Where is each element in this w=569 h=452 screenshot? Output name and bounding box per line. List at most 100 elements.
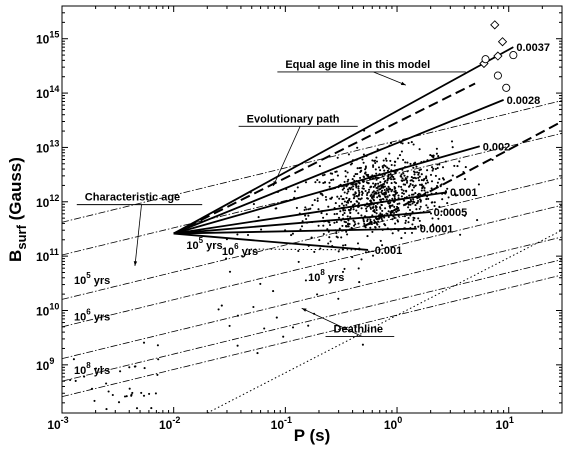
pulsar-point	[275, 316, 278, 319]
pulsar-point	[383, 223, 386, 226]
pulsar-point	[351, 178, 354, 181]
x-tick-label: 10-3	[47, 415, 68, 432]
msp-point	[94, 367, 98, 370]
pulsar-point	[372, 182, 375, 185]
characteristic-age-line	[62, 236, 562, 360]
pulsar-point	[334, 229, 337, 232]
pulsar-point	[360, 214, 363, 217]
pulsar-point	[370, 201, 373, 204]
pulsar-point	[365, 173, 368, 176]
pulsar-point	[403, 196, 407, 199]
pulsar-point	[343, 200, 346, 203]
pulsar-point	[404, 221, 407, 225]
pulsar-point	[361, 180, 364, 183]
pulsar-point	[391, 175, 394, 178]
pulsar-point	[410, 193, 414, 196]
pulsar-point	[305, 208, 308, 211]
pulsar-point	[351, 256, 354, 259]
pulsar-point	[402, 197, 405, 201]
evolutionary-path-label: 0.0028	[507, 95, 541, 107]
pulsar-point	[366, 218, 369, 221]
pulsar-point	[358, 281, 361, 284]
pulsar-point	[409, 183, 412, 186]
pulsar-point	[362, 185, 365, 188]
pulsar-point	[228, 270, 232, 273]
pulsar-point	[421, 187, 424, 190]
pulsar-point	[376, 202, 379, 205]
pulsar-point	[406, 175, 409, 178]
annotation-arrowhead	[273, 181, 277, 187]
pulsar-point	[355, 179, 358, 183]
pulsar-point	[375, 212, 378, 215]
pulsar-point	[342, 198, 345, 201]
pulsar-point	[394, 222, 397, 225]
pulsar-point	[431, 223, 434, 226]
pulsar-point	[345, 185, 348, 188]
pulsar-point	[373, 222, 376, 225]
pulsar-point	[412, 198, 415, 201]
pulsar-point	[360, 258, 363, 261]
pulsar-point	[375, 178, 378, 181]
pulsar-point	[337, 216, 341, 219]
pulsar-point	[437, 217, 440, 220]
pulsar-point	[426, 195, 429, 198]
pulsar-point	[324, 195, 327, 199]
pulsar-point	[376, 196, 379, 199]
msp-point	[125, 395, 128, 398]
pulsar-point	[430, 180, 434, 183]
pulsar-point	[331, 245, 334, 248]
pulsar-point	[381, 166, 385, 169]
pulsar-point	[347, 153, 350, 156]
msp-point	[130, 393, 133, 396]
pulsar-point	[370, 152, 373, 155]
pulsar-point	[435, 152, 438, 155]
pulsar-point	[340, 236, 343, 239]
pulsar-point	[311, 221, 314, 224]
pulsar-point	[252, 305, 255, 309]
pulsar-point	[407, 221, 410, 224]
pulsar-point	[362, 220, 365, 223]
x-axis-title: P (s)	[294, 426, 331, 445]
pulsar-point	[356, 146, 359, 149]
pulsar-point	[377, 185, 380, 188]
pulsar-point	[390, 163, 393, 167]
pulsar-point	[220, 304, 223, 307]
pulsar-point	[425, 175, 428, 178]
annotation-arrow	[134, 204, 142, 266]
pulsar-point	[409, 162, 412, 165]
pulsar-point	[400, 150, 403, 153]
msp-point	[140, 391, 143, 394]
pulsar-point	[352, 182, 355, 186]
pulsar-point	[345, 183, 348, 186]
pulsar-point	[389, 142, 393, 145]
msp-point	[111, 393, 114, 397]
pulsar-point	[411, 223, 414, 226]
pulsar-point	[358, 247, 361, 250]
pulsar-point	[420, 189, 423, 192]
pulsar-point	[367, 173, 370, 176]
pulsar-point	[394, 171, 397, 174]
pulsar-point	[378, 214, 381, 217]
pulsar-point	[293, 196, 296, 199]
msp-point	[93, 399, 96, 402]
pulsar-point	[412, 186, 415, 189]
pulsar-point	[414, 204, 417, 207]
pulsar-point	[390, 228, 393, 231]
pulsar-point	[358, 181, 361, 185]
pulsar-point	[405, 177, 408, 180]
pulsar-point	[346, 183, 350, 186]
pulsar-point	[401, 177, 404, 180]
pulsar-point	[413, 201, 416, 204]
pulsar-point	[350, 226, 353, 229]
pulsar-point	[415, 165, 418, 168]
pulsar-point	[217, 308, 220, 311]
magnetar-diamond	[493, 51, 503, 61]
pulsar-point	[400, 175, 403, 178]
pulsar-point	[365, 216, 368, 219]
pulsar-point	[414, 177, 418, 180]
pulsar-point	[397, 209, 400, 212]
pulsar-point	[377, 220, 380, 223]
pulsar-point	[377, 182, 380, 185]
pulsar-point	[400, 195, 403, 198]
pulsar-point	[391, 197, 394, 200]
